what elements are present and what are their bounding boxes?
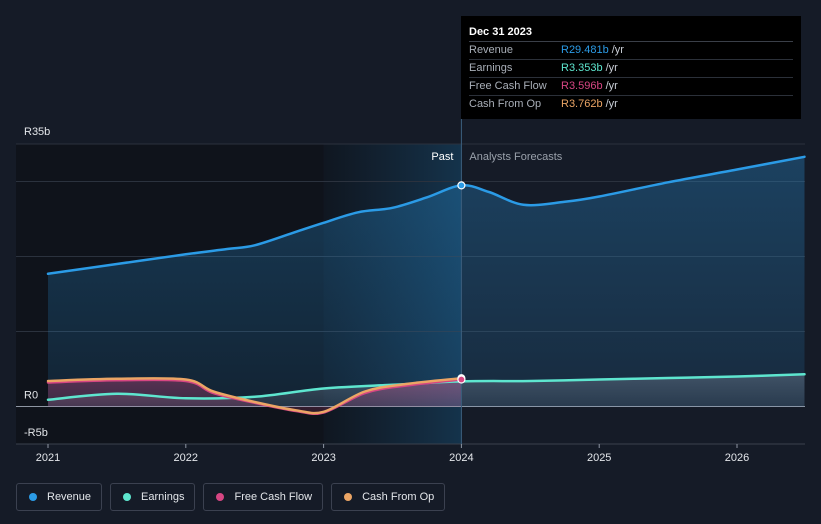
x-tick-label: 2023 bbox=[311, 452, 335, 464]
tooltip: Dec 31 2023 Revenue R29.481b /yr Earning… bbox=[461, 16, 801, 119]
tooltip-unit: /yr bbox=[611, 44, 624, 56]
tooltip-label: Cash From Op bbox=[469, 98, 542, 110]
y-tick-label: R35b bbox=[24, 126, 50, 138]
tooltip-unit: /yr bbox=[605, 98, 618, 110]
series-areas bbox=[48, 156, 805, 414]
area-revenue bbox=[48, 156, 805, 407]
x-tick-label: 2025 bbox=[587, 452, 611, 464]
tooltip-unit: /yr bbox=[605, 80, 618, 92]
tooltip-label: Free Cash Flow bbox=[469, 80, 547, 92]
x-tick-label: 2026 bbox=[725, 452, 749, 464]
legend-dot-icon bbox=[344, 493, 353, 501]
tooltip-row-earnings: Earnings R3.353b /yr bbox=[469, 60, 793, 78]
legend-label: Cash From Op bbox=[362, 491, 435, 503]
legend-label: Free Cash Flow bbox=[234, 491, 313, 503]
y-tick-label: -R5b bbox=[24, 427, 48, 439]
legend-label: Earnings bbox=[141, 491, 185, 503]
tooltip-value: R3.762b bbox=[561, 98, 603, 110]
marker-revenue bbox=[457, 181, 466, 190]
legend-label: Revenue bbox=[47, 491, 92, 503]
y-axis: R35b R0 -R5b bbox=[24, 126, 50, 439]
tooltip-row-free-cash-flow: Free Cash Flow R3.596b /yr bbox=[469, 78, 793, 96]
area-free-cash-flow bbox=[48, 379, 462, 414]
tooltip-label: Earnings bbox=[469, 62, 513, 74]
line-revenue bbox=[46, 155, 806, 276]
hover-markers bbox=[457, 181, 466, 384]
series-lines bbox=[46, 155, 806, 416]
legend: Revenue Earnings Free Cash Flow Cash Fro… bbox=[16, 483, 453, 511]
legend-item-revenue[interactable]: Revenue bbox=[16, 483, 103, 511]
tooltip-label: Revenue bbox=[469, 44, 514, 56]
tooltip-value: R29.481b bbox=[561, 44, 609, 56]
x-tick-label: 2021 bbox=[36, 452, 60, 464]
tooltip-value: R3.596b bbox=[561, 80, 603, 92]
past-label: Past bbox=[431, 151, 453, 163]
tooltip-row-revenue: Revenue R29.481b /yr bbox=[469, 42, 793, 60]
tooltip-unit: /yr bbox=[605, 62, 618, 74]
legend-item-earnings[interactable]: Earnings bbox=[110, 483, 196, 511]
x-axis: 2021 2022 2023 2024 2025 2026 bbox=[36, 444, 749, 464]
tooltip-date: Dec 31 2023 bbox=[469, 24, 793, 42]
x-tick-label: 2024 bbox=[449, 452, 473, 464]
y-tick-label: R0 bbox=[24, 390, 38, 402]
legend-item-cash-from-op[interactable]: Cash From Op bbox=[331, 483, 446, 511]
marker-free-cash-flow bbox=[457, 375, 466, 384]
legend-dot-icon bbox=[216, 493, 225, 501]
tooltip-value: R3.353b bbox=[561, 62, 603, 74]
line-cash-from-op bbox=[46, 376, 463, 415]
forecast-label: Analysts Forecasts bbox=[469, 151, 562, 163]
legend-dot-icon bbox=[29, 493, 37, 501]
tooltip-row-cash-from-op: Cash From Op R3.762b /yr bbox=[469, 96, 793, 113]
legend-item-free-cash-flow[interactable]: Free Cash Flow bbox=[203, 483, 324, 511]
legend-dot-icon bbox=[123, 493, 132, 501]
x-tick-label: 2022 bbox=[174, 452, 198, 464]
